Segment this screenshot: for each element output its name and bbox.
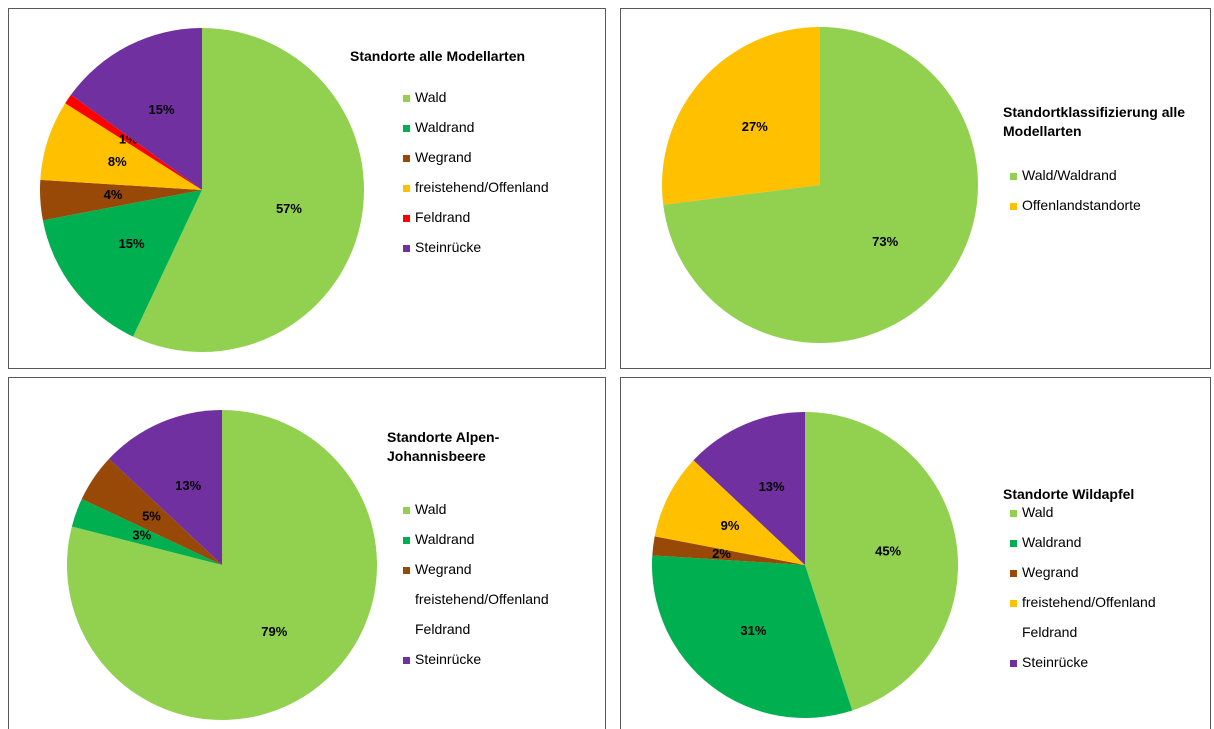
legend-swatch — [1010, 203, 1017, 210]
legend-label: Wald/Waldrand — [1022, 167, 1117, 183]
pie-slice — [652, 555, 853, 719]
legend-swatch — [403, 245, 410, 252]
data-label: 13% — [175, 478, 201, 493]
data-label: 31% — [740, 623, 766, 638]
legend-label: Steinrücke — [415, 239, 482, 255]
pie-slice — [65, 94, 203, 190]
data-label: 57% — [276, 201, 302, 216]
legend-swatch — [1010, 173, 1017, 180]
data-label: 3% — [132, 528, 151, 543]
panel — [8, 8, 606, 369]
data-label: 4% — [104, 187, 123, 202]
pie-slice — [81, 458, 223, 565]
pie-slice — [40, 103, 202, 190]
data-label: 8% — [108, 154, 127, 169]
legend-label: Wald — [1022, 504, 1054, 520]
pie-slice — [109, 410, 222, 565]
data-label: 15% — [119, 236, 145, 251]
data-label: 27% — [742, 119, 768, 134]
legend-label: Feldrand — [415, 209, 471, 225]
pie-slice — [654, 460, 805, 565]
legend-swatch — [1010, 540, 1017, 547]
panel — [8, 377, 606, 729]
legend-swatch — [403, 507, 410, 514]
data-label: 73% — [872, 234, 898, 249]
legend-swatch — [1010, 570, 1017, 577]
pie-slice — [42, 190, 203, 337]
legend-swatch — [1010, 660, 1017, 667]
data-label: 13% — [759, 479, 785, 494]
legend-swatch — [403, 155, 410, 162]
data-label: 15% — [149, 102, 175, 117]
chart-title: Standorte alle Modellarten — [350, 48, 526, 64]
legend-label: Feldrand — [1022, 624, 1078, 640]
legend-swatch — [403, 215, 410, 222]
pie-slice — [805, 412, 959, 711]
legend-label: freistehend/Offenland — [415, 179, 549, 195]
legend-swatch — [1010, 510, 1017, 517]
legend-swatch — [403, 125, 410, 132]
pie-slice — [71, 499, 222, 565]
legend-swatch — [1010, 600, 1017, 607]
pie-slice — [693, 412, 805, 565]
legend-swatch — [403, 95, 410, 102]
pie-slice — [652, 536, 805, 565]
legend-label: Offenlandstandorte — [1022, 197, 1141, 213]
chart-title: Standorte Wildapfel — [1003, 486, 1135, 502]
pie-slice — [67, 410, 378, 720]
pie-slice — [40, 179, 203, 221]
legend-label: Waldrand — [415, 119, 475, 135]
legend-swatch — [403, 537, 410, 544]
legend-swatch — [403, 657, 410, 664]
legend-label: Waldrand — [415, 531, 475, 547]
legend-label: freistehend/Offenland — [415, 591, 549, 607]
legend-label: Wegrand — [415, 561, 472, 577]
pie-slice — [133, 28, 364, 352]
legend-swatch — [403, 185, 410, 192]
chart-title: Standortklassifizierung alle Modellarten — [1003, 104, 1186, 139]
pie-slice — [661, 27, 820, 205]
data-label: 79% — [261, 624, 287, 639]
legend-label: Wald — [415, 89, 447, 105]
data-label: 9% — [721, 518, 740, 533]
chart-title: Standorte Alpen-Johannisbeere — [387, 429, 500, 464]
legend-label: Waldrand — [1022, 534, 1082, 550]
panel — [620, 8, 1211, 369]
legend-label: freistehend/Offenland — [1022, 594, 1156, 610]
legend-label: Steinrücke — [415, 651, 482, 667]
panel — [620, 377, 1211, 729]
legend-label: Wegrand — [415, 149, 472, 165]
legend-label: Wegrand — [1022, 564, 1079, 580]
pie-slice — [70, 28, 203, 190]
data-label: 5% — [142, 509, 161, 524]
legend-label: Steinrücke — [1022, 654, 1089, 670]
legend-swatch — [403, 567, 410, 574]
legend-label: Wald — [415, 501, 447, 517]
pie-slice — [663, 27, 978, 343]
data-label: 45% — [875, 543, 901, 558]
legend-label: Feldrand — [415, 621, 471, 637]
